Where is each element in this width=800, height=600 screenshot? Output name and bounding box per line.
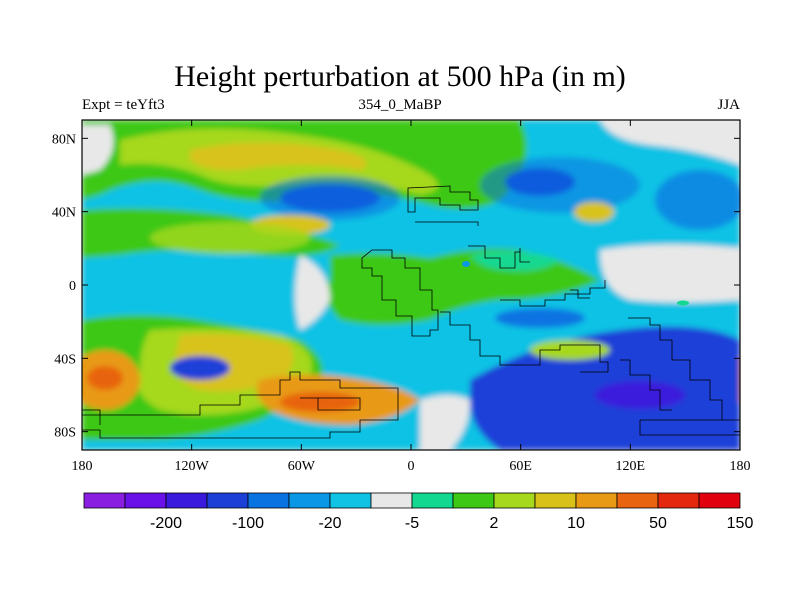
map-title: Height perturbation at 500 hPa (in m): [174, 60, 626, 93]
field-midlat-yellow: [150, 222, 310, 254]
colorbar-swatch: [288, 492, 331, 509]
colorbar-swatch: [452, 492, 495, 509]
field-north-gold: [190, 142, 367, 171]
colorbar-label: -100: [232, 515, 264, 532]
map-panel: [82, 120, 740, 450]
field-spot-atlantic: [462, 261, 470, 267]
field-neutral-east-pacific: [295, 255, 330, 330]
experiment-label: Expt = teYft3: [82, 97, 165, 113]
lon-tick-label: 120W: [175, 459, 210, 474]
lon-tick-label: 180: [730, 459, 751, 474]
outline-india: [519, 250, 530, 263]
colorbar-swatch: [657, 492, 700, 509]
field-shading: [82, 120, 740, 450]
colorbar-swatch: [165, 492, 208, 509]
outline-mediterranean: [415, 221, 479, 226]
axes: 180 120W 60W 0 60E 120E 180 80N 40N 0 40S 80S: [52, 120, 751, 474]
colorbar-swatch: [329, 492, 372, 509]
lon-tick-label: 180: [72, 459, 93, 474]
colorbar-label: -200: [150, 515, 182, 532]
colorbar-swatch: [83, 492, 126, 509]
outline-south-america: [440, 311, 609, 373]
colorbar-swatch: [124, 492, 167, 509]
colorbar-label: -5: [405, 515, 419, 532]
colorbar-swatch: [616, 492, 659, 509]
colorbar-swatch: [370, 492, 413, 509]
time-label: 354_0_MaBP: [358, 97, 442, 113]
field-trough-pacific-north: [655, 170, 740, 230]
outline-south-asia: [500, 280, 606, 307]
field-spot-pacific: [677, 300, 689, 306]
colorbar: -200 -100 -20 -5 2 10 50 150: [83, 492, 754, 532]
field-ridge-central-asia: [574, 202, 614, 222]
outline-east-antarctica-2: [620, 359, 672, 411]
season-label: JJA: [717, 97, 740, 113]
lon-tick-label: 0: [408, 459, 415, 474]
colorbar-label: 10: [567, 515, 585, 532]
outline-asia: [468, 245, 521, 269]
field-trough-southern-core: [595, 381, 685, 409]
lat-tick-label: 40N: [52, 206, 76, 221]
field-neutral-arctic: [600, 120, 740, 165]
continent-outlines: [82, 185, 740, 439]
colorbar-label: -20: [318, 515, 341, 532]
colorbar-label: 50: [649, 515, 667, 532]
outline-east-antarctica: [628, 317, 740, 436]
outline-africa: [361, 249, 439, 337]
outline-west-edge: [82, 409, 101, 425]
lon-tick-label: 60E: [509, 459, 532, 474]
colorbar-swatch: [575, 492, 618, 509]
field-neutral-north-pacific: [82, 125, 114, 175]
colorbar-label: 150: [727, 515, 754, 532]
field-south-darkorange: [280, 392, 360, 412]
lat-tick-label: 0: [69, 279, 76, 294]
lat-tick-label: 40S: [54, 352, 76, 367]
colorbar-swatch: [493, 492, 536, 509]
colorbar-swatch: [698, 492, 741, 509]
field-trough-south-pacific: [170, 356, 230, 380]
outline-europe: [407, 185, 479, 213]
colorbar-label: 2: [490, 515, 499, 532]
colorbar-swatch: [206, 492, 249, 509]
field-indian-ocean-blue: [495, 308, 585, 328]
lat-tick-label: 80S: [54, 426, 76, 441]
outline-antarctica: [82, 371, 399, 439]
colorbar-swatch: [247, 492, 290, 509]
colorbar-swatch: [411, 492, 454, 509]
colorbar-swatch: [534, 492, 577, 509]
lon-tick-label: 60W: [288, 459, 316, 474]
outline-antarctic-peninsula: [300, 397, 361, 411]
lon-tick-label: 120E: [616, 459, 646, 474]
field-trough-north-atlantic-edge: [260, 176, 400, 220]
field-trough-siberia-edge: [480, 157, 640, 213]
outline-australia: [570, 289, 590, 299]
field-neutral-antarctic: [420, 395, 470, 450]
field-neutral-equatorial-east: [600, 244, 740, 303]
lat-tick-label: 80N: [52, 132, 76, 147]
field-west-darkorange: [87, 366, 123, 390]
